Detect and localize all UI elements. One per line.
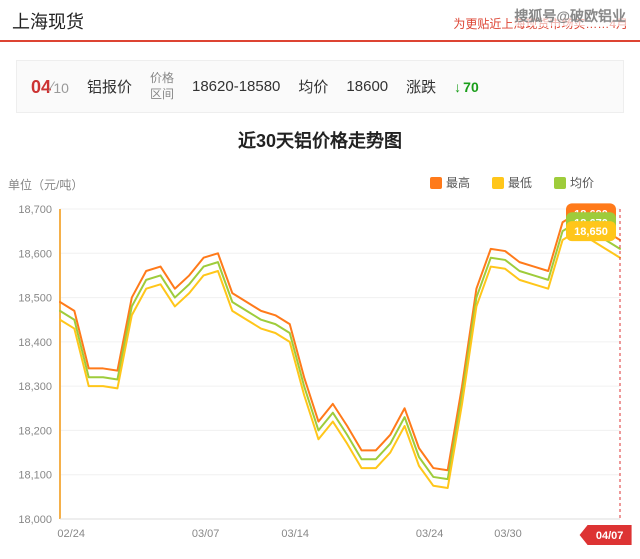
series-line — [60, 222, 620, 479]
quote-date: 04⁄10 — [31, 78, 69, 96]
range-value: 18620-18580 — [192, 78, 280, 95]
change-number: 70 — [463, 79, 479, 95]
y-tick-label: 18,000 — [18, 514, 52, 526]
legend-label: 均价 — [570, 176, 594, 190]
chart-title: 近30天铝价格走势图 — [0, 127, 640, 153]
series-line — [60, 231, 620, 488]
x-tick-label: 03/07 — [192, 528, 220, 540]
y-tick-label: 18,600 — [18, 248, 52, 260]
x-tick-label: 03/24 — [416, 528, 444, 540]
range-label-top: 价格 — [150, 71, 174, 87]
y-tick-label: 18,500 — [18, 293, 52, 305]
legend-label: 最高 — [446, 175, 470, 190]
legend-swatch — [492, 177, 504, 189]
change-value: ↓ 70 — [454, 79, 479, 95]
arrow-down-icon: ↓ — [454, 79, 461, 95]
range-label: 价格 区间 — [150, 71, 174, 102]
y-tick-label: 18,100 — [18, 470, 52, 482]
x-tick-label: 03/14 — [281, 528, 309, 540]
price-chart: 单位（元/吨） 18,000 18,100 18,200 18,300 18,400 18,… — [0, 159, 640, 559]
watermark: 搜狐号@破欧铝业 — [512, 6, 628, 26]
change-label: 涨跌 — [406, 76, 436, 97]
date-flag-label: 04/07 — [596, 530, 624, 542]
legend-swatch — [554, 177, 566, 189]
legend-label: 最低 — [508, 176, 532, 190]
date-slash: ⁄ — [51, 79, 53, 93]
avg-label: 均价 — [298, 76, 328, 97]
quote-date-day: 10 — [53, 80, 69, 96]
y-tick-label: 18,400 — [18, 337, 52, 349]
x-tick-label: 03/30 — [494, 528, 522, 540]
quote-date-month: 04 — [31, 77, 51, 97]
callout-value: 18,650 — [574, 226, 608, 238]
product-label: 铝报价 — [87, 76, 132, 97]
legend-swatch — [430, 177, 442, 189]
quote-box: 04⁄10 铝报价 价格 区间 18620-18580 均价 18600 涨跌 … — [16, 60, 624, 113]
unit-label: 单位（元/吨） — [8, 177, 83, 192]
x-tick-label: 02/24 — [57, 528, 85, 540]
range-label-bot: 区间 — [150, 87, 174, 103]
page-title: 上海现货 — [12, 8, 84, 34]
avg-value: 18600 — [346, 78, 388, 95]
y-tick-label: 18,200 — [18, 426, 52, 438]
y-tick-label: 18,300 — [18, 381, 52, 393]
y-tick-label: 18,700 — [18, 204, 52, 216]
